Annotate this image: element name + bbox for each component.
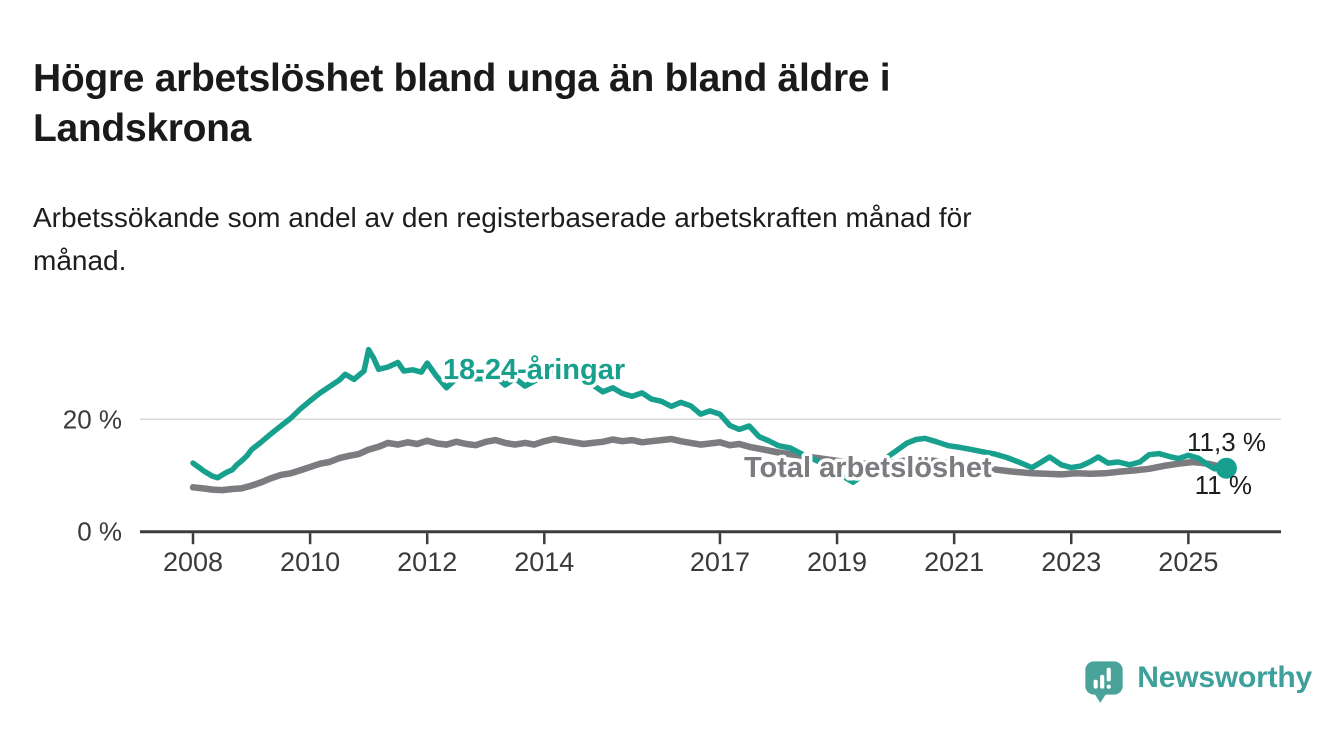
x-axis-label-2017: 2017 <box>690 547 750 577</box>
x-axis-label-2012: 2012 <box>397 547 457 577</box>
x-axis-label-2014: 2014 <box>514 547 574 577</box>
newsworthy-logo-text: Newsworthy <box>1137 661 1312 694</box>
chart-subtitle-line-1: Arbetssökande som andel av den registerb… <box>33 202 972 233</box>
end-value-label-total: 11 % <box>1195 470 1252 500</box>
series-label-total: Total arbetslöshet <box>744 452 992 484</box>
x-axis-label-2010: 2010 <box>280 547 340 577</box>
series-line-youth <box>190 346 1230 485</box>
x-axis-label-2019: 2019 <box>807 547 867 577</box>
end-value-label-youth: 11,3 % <box>1187 427 1266 457</box>
y-axis-label-0: 0 % <box>77 517 122 547</box>
page-title-line-1: Högre arbetslöshet bland unga än bland ä… <box>33 57 891 101</box>
page-title-line-2: Landskrona <box>33 107 252 151</box>
series-line-total <box>189 435 1230 494</box>
newsworthy-logo-icon <box>1085 661 1123 703</box>
series-end-dot-youth <box>1215 457 1237 479</box>
x-axis-label-2008: 2008 <box>163 547 223 577</box>
x-axis-label-2023: 2023 <box>1041 547 1101 577</box>
x-axis-label-2021: 2021 <box>924 547 984 577</box>
series-label-youth: 18-24-åringar <box>443 354 625 386</box>
newsworthy-logo[interactable]: Newsworthy <box>1084 660 1312 704</box>
y-axis-label-20: 20 % <box>63 404 122 434</box>
chart-subtitle: Arbetssökande som andel av den registerb… <box>33 196 1253 282</box>
page-title: Högre arbetslöshet bland unga än bland ä… <box>33 54 1233 154</box>
chart-subtitle-line-2: månad. <box>33 245 127 276</box>
x-axis-label-2025: 2025 <box>1158 547 1218 577</box>
